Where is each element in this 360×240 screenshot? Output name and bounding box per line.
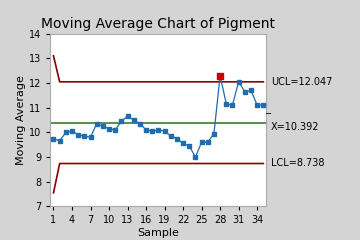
Title: Moving Average Chart of Pigment: Moving Average Chart of Pigment [41,17,275,31]
Text: ̅̅
X=10.392: ̅̅ X=10.392 [271,114,319,132]
Text: UCL=12.047: UCL=12.047 [271,77,332,87]
Y-axis label: Moving Average: Moving Average [16,75,26,165]
Text: LCL=8.738: LCL=8.738 [271,158,324,168]
X-axis label: Sample: Sample [138,228,179,238]
